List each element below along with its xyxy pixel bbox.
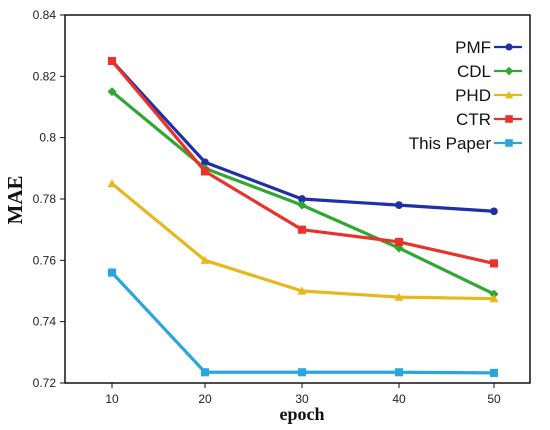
series-line-this-paper [110,271,495,375]
legend-marker [504,90,514,99]
data-point-ctr [489,259,499,268]
data-point-phd [297,286,307,295]
legend-marker [504,66,514,76]
data-point-phd [200,255,210,264]
x-tick-label: 40 [392,392,406,406]
legend-item-this-paper: This Paper [409,134,522,153]
legend-item-ctr: CTR [456,110,522,129]
data-point-phd [394,292,404,301]
data-point-this-paper [394,368,404,377]
legend-label: CDL [457,62,491,81]
y-tick-label: 0.8 [39,131,56,145]
y-tick-label: 0.72 [33,376,57,390]
y-tick-label: 0.74 [33,315,57,329]
legend-label: CTR [456,110,491,129]
series-cdl [107,87,499,299]
y-tick-label: 0.84 [33,8,57,22]
data-point-this-paper [200,368,210,377]
legend-marker [505,115,513,123]
y-tick-label: 0.76 [33,253,57,267]
x-tick-label: 20 [198,392,212,406]
legend-marker [505,139,513,147]
y-axis-title: MAE [3,176,27,225]
y-axis-ticks: 0.72 0.74 0.76 0.78 0.8 0.82 0.84 [33,8,65,390]
legend-label: This Paper [409,134,492,153]
data-point-pmf [201,158,209,167]
legend-item-pmf: PMF [455,38,522,57]
legend-label: PHD [455,86,491,105]
x-axis-title: epoch [280,404,325,424]
data-point-pmf [490,207,498,216]
data-point-ctr [200,167,210,176]
legend-item-cdl: CDL [457,62,522,81]
x-tick-label: 50 [487,392,501,406]
data-point-cdl [489,289,499,299]
data-point-pmf [395,201,403,209]
data-point-ctr [107,56,117,66]
data-point-cdl [107,87,117,97]
x-axis-ticks: 10 20 30 40 50 [105,383,501,406]
series-ctr [107,56,499,268]
legend-marker [505,43,513,51]
y-tick-label: 0.82 [33,69,57,83]
series-this-paper [107,268,499,377]
legend-item-phd: PHD [455,86,522,105]
data-point-this-paper [297,368,307,377]
data-point-phd [489,294,499,303]
data-point-cdl [297,200,307,210]
series-phd [107,179,499,303]
data-point-ctr [394,237,404,246]
data-point-this-paper [107,268,117,277]
legend-label: PMF [455,38,491,57]
y-tick-label: 0.78 [33,192,57,206]
x-tick-label: 30 [295,392,309,406]
x-tick-label: 10 [105,392,119,406]
data-point-this-paper [489,368,499,377]
data-point-pmf [298,195,306,203]
data-point-phd [107,179,117,188]
legend: PMF CDL PHD CTR This Paper [409,38,522,153]
data-point-ctr [297,225,307,234]
series-layer [107,56,499,377]
